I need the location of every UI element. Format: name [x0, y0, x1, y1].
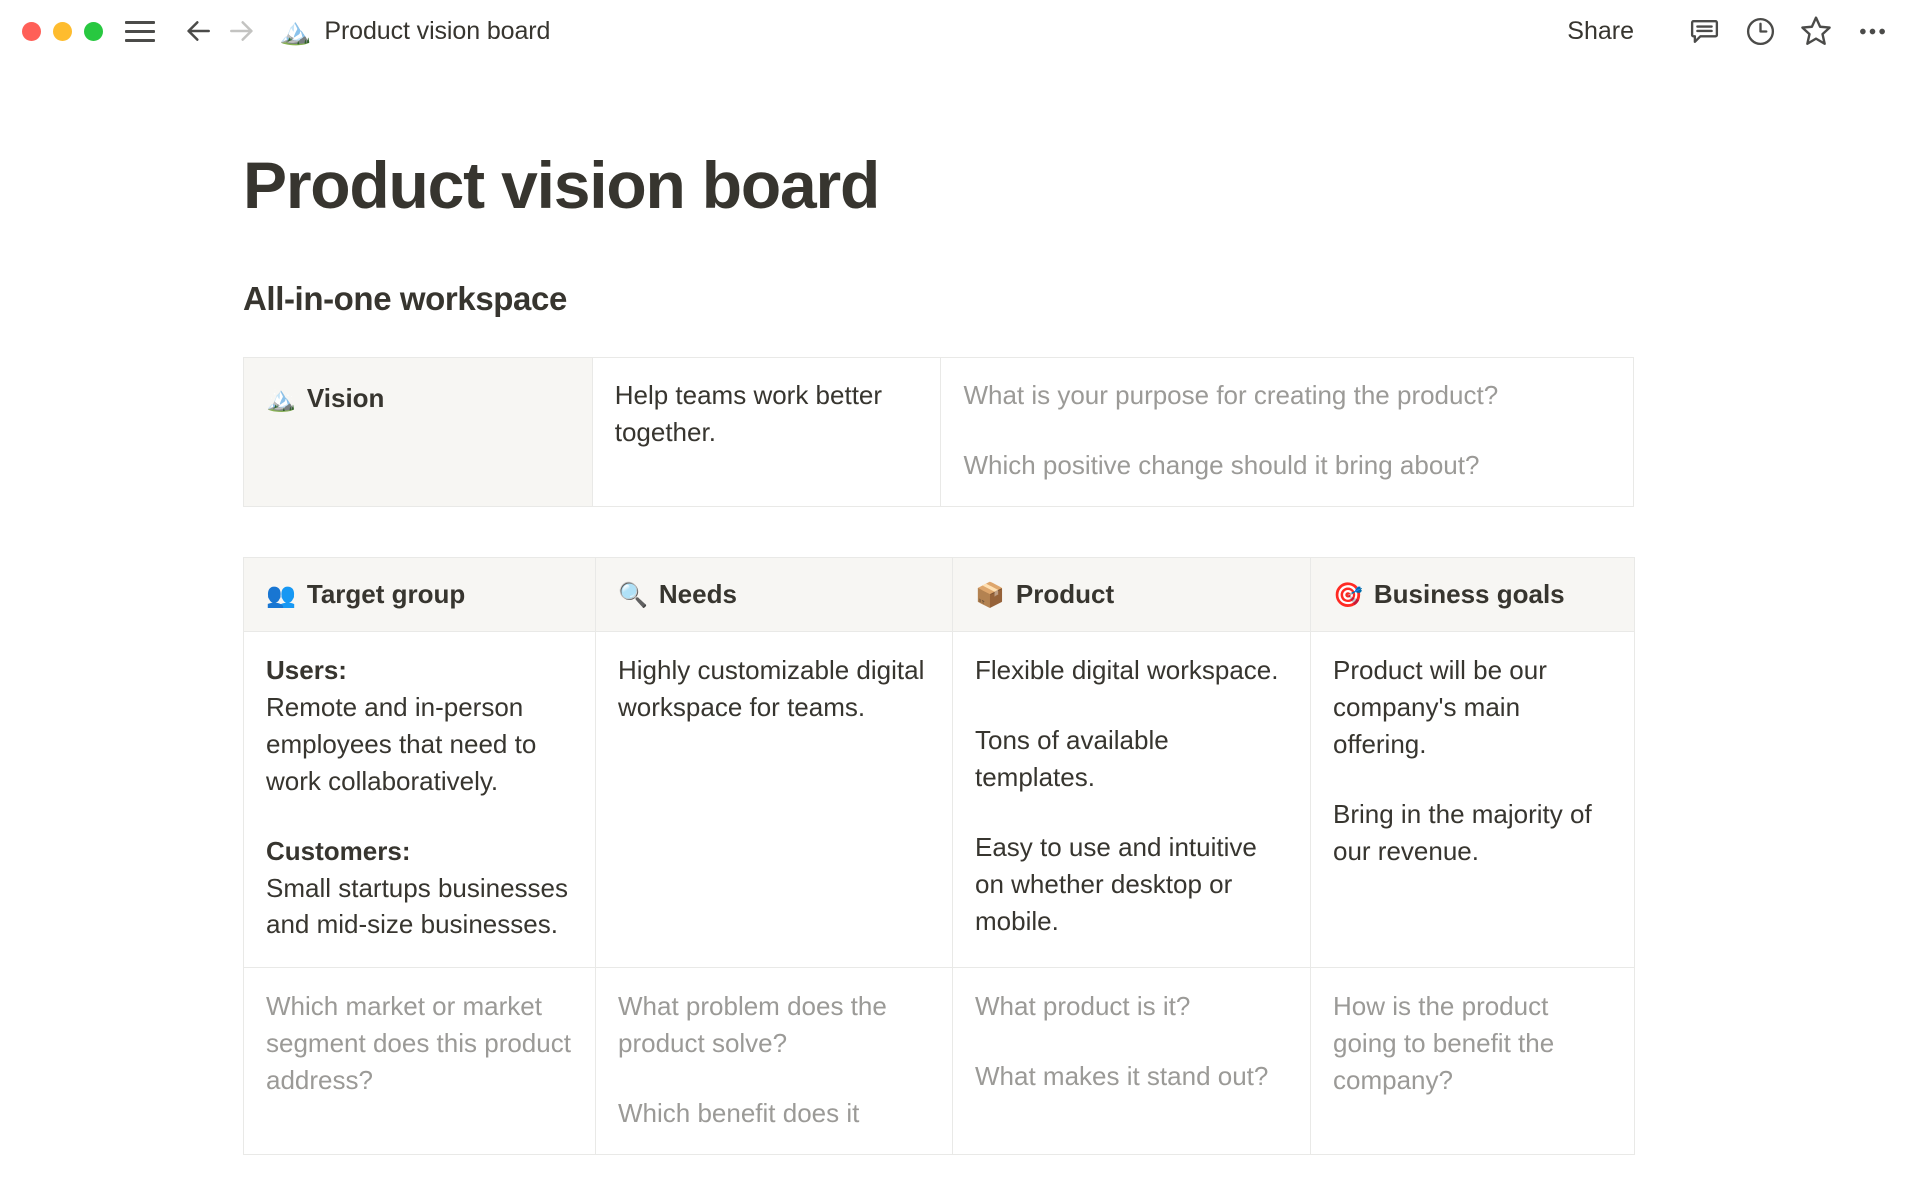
- cell-needs-content[interactable]: Highly customizable digital workspace fo…: [595, 631, 953, 969]
- breadcrumb-page-title[interactable]: Product vision board: [324, 16, 551, 45]
- hint-text: How is the product going to benefit the …: [1333, 991, 1555, 1096]
- content-block: Product will be our company's main offer…: [1333, 652, 1612, 763]
- magnifying-glass-emoji-icon: 🔍: [618, 582, 648, 610]
- column-header-label: Business goals: [1373, 579, 1565, 610]
- vision-value-cell[interactable]: Help teams work better together.: [592, 357, 942, 508]
- column-header-business-goals[interactable]: 🎯 Business goals: [1310, 557, 1635, 633]
- hint-text: What makes it stand out?: [975, 1061, 1269, 1092]
- block-text: Remote and in-person employees that need…: [266, 691, 537, 796]
- maximize-window-button[interactable]: [84, 21, 103, 41]
- column-header-label: Product: [1015, 579, 1115, 610]
- content-block: Users: Remote and in-person employees th…: [266, 652, 573, 800]
- vision-hint-2: Which positive change should it bring ab…: [963, 450, 1480, 481]
- vision-board-table: 👥 Target group 🔍 Needs 📦 Product 🎯 Business …: [243, 557, 1635, 1156]
- section-heading[interactable]: All-in-one workspace: [243, 280, 567, 318]
- hint-text: What product is it?: [975, 991, 1191, 1022]
- content-block: Customers: Small startups businesses and…: [266, 833, 573, 944]
- content-block: Easy to use and intuitive on whether des…: [975, 829, 1288, 940]
- cell-needs-hints[interactable]: What problem does the product solve? Whi…: [595, 967, 953, 1156]
- favorite-star-icon[interactable]: [1792, 7, 1840, 55]
- vision-hint-1: What is your purpose for creating the pr…: [963, 380, 1499, 411]
- window-controls: [22, 21, 103, 41]
- block-lead: Users:: [266, 655, 347, 686]
- mountain-emoji-icon: 🏔️: [279, 16, 312, 46]
- cell-business-goals-hints[interactable]: How is the product going to benefit the …: [1310, 967, 1635, 1156]
- busts-in-silhouette-emoji-icon: 👥: [266, 582, 296, 610]
- titlebar-actions: Share: [1567, 7, 1896, 55]
- comment-icon[interactable]: [1680, 7, 1728, 55]
- column-header-target-group[interactable]: 👥 Target group: [243, 557, 596, 633]
- column-header-product[interactable]: 📦 Product: [952, 557, 1311, 633]
- hint-text: Which benefit does it: [618, 1098, 860, 1129]
- back-arrow-icon[interactable]: [181, 14, 215, 48]
- forward-arrow-icon[interactable]: [225, 14, 259, 48]
- close-window-button[interactable]: [22, 21, 41, 41]
- block-text: Small startups businesses and mid-size b…: [266, 872, 569, 940]
- document-page: Product vision board All-in-one workspac…: [0, 148, 1920, 1156]
- block-text: Easy to use and intuitive on whether des…: [975, 831, 1257, 936]
- bullseye-emoji-icon: 🎯: [1333, 582, 1363, 610]
- history-clock-icon[interactable]: [1736, 7, 1784, 55]
- content-block: Highly customizable digital workspace fo…: [618, 652, 930, 726]
- content-block: Flexible digital workspace.: [975, 652, 1288, 689]
- vision-value-text: Help teams work better together.: [614, 380, 883, 448]
- table-row: 🏔️ Vision Help teams work better together…: [243, 357, 1634, 508]
- block-text: Product will be our company's main offer…: [1333, 655, 1547, 759]
- vision-header-cell[interactable]: 🏔️ Vision: [243, 357, 593, 508]
- column-header-needs[interactable]: 🔍 Needs: [595, 557, 953, 633]
- cell-target-group-content[interactable]: Users: Remote and in-person employees th…: [243, 631, 596, 969]
- content-block: Tons of available templates.: [975, 722, 1288, 796]
- minimize-window-button[interactable]: [53, 21, 72, 41]
- table-header-row: 👥 Target group 🔍 Needs 📦 Product 🎯 Business …: [243, 557, 1635, 633]
- cell-target-group-hints[interactable]: Which market or market segment does this…: [243, 967, 596, 1156]
- block-text: Flexible digital workspace.: [975, 655, 1279, 686]
- page-title[interactable]: Product vision board: [243, 148, 880, 222]
- mountain-emoji-icon: 🏔️: [266, 386, 296, 414]
- table-row: Which market or market segment does this…: [243, 967, 1635, 1156]
- hamburger-menu-icon[interactable]: [123, 16, 157, 46]
- block-text: Tons of available templates.: [975, 724, 1169, 792]
- table-row: Users: Remote and in-person employees th…: [243, 631, 1635, 969]
- more-options-icon[interactable]: [1848, 7, 1896, 55]
- cell-business-goals-content[interactable]: Product will be our company's main offer…: [1310, 631, 1635, 969]
- hint-text: What problem does the product solve?: [618, 991, 887, 1059]
- cell-product-content[interactable]: Flexible digital workspace. Tons of avai…: [952, 631, 1311, 969]
- block-text: Highly customizable digital workspace fo…: [618, 655, 925, 722]
- vision-hint-cell[interactable]: What is your purpose for creating the pr…: [940, 357, 1634, 508]
- block-text: Bring in the majority of our revenue.: [1333, 798, 1592, 866]
- cell-product-hints[interactable]: What product is it? What makes it stand …: [952, 967, 1311, 1156]
- hint-text: Which market or market segment does this…: [266, 991, 571, 1096]
- share-button[interactable]: Share: [1567, 16, 1634, 45]
- block-lead: Customers:: [266, 835, 411, 866]
- content-block: Bring in the majority of our revenue.: [1333, 796, 1612, 870]
- vision-table: 🏔️ Vision Help teams work better together…: [243, 357, 1634, 508]
- column-header-label: Needs: [658, 579, 737, 610]
- package-emoji-icon: 📦: [975, 582, 1005, 610]
- window-titlebar: 🏔️ Product vision board Share: [0, 0, 1920, 62]
- column-header-label: Target group: [306, 579, 466, 610]
- vision-label: Vision: [306, 383, 385, 414]
